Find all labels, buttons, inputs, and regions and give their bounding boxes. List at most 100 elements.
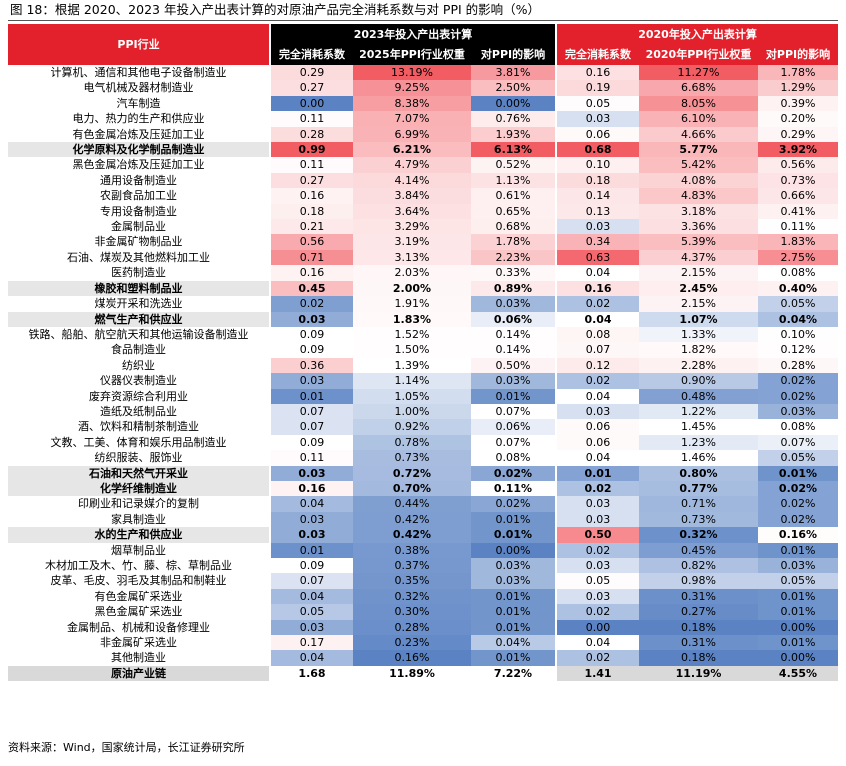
cell-impact-2023: 0.00% (471, 95, 557, 112)
cell-coef-2020: 0.06 (555, 419, 640, 435)
cell-coef-2023: 0.11 (269, 111, 353, 127)
cell-impact-2023: 1.13% (471, 172, 557, 189)
cell-coef-2023: 0.56 (269, 234, 353, 250)
cell-weight-2023: 3.64% (353, 203, 471, 220)
cell-weight-2023: 0.78% (353, 434, 471, 451)
cell-weight-2023: 0.92% (353, 419, 471, 435)
table-row: 非金属矿采选业 0.17 0.23% 0.04% 0.04 0.31% 0.01% (8, 635, 839, 651)
cell-weight-2020: 1.23% (639, 434, 759, 451)
cell-impact-2020: 0.08% (758, 419, 839, 435)
cell-coef-2023: 0.03 (269, 527, 353, 543)
title-rule (8, 20, 838, 21)
cell-impact-2020: 0.04% (758, 311, 839, 327)
cell-weight-2023: 1.50% (353, 342, 471, 358)
industry-name: 石油、煤炭及其他燃料加工业 (67, 250, 210, 264)
cell-weight-2020: 6.68% (639, 80, 759, 96)
industry-name: 石油和天然气开采业 (8, 465, 270, 481)
cell-weight-2020: 1.46% (639, 450, 759, 466)
cell-coef-2020: 0.06 (555, 434, 640, 451)
cell-weight-2020: 0.80% (639, 465, 759, 481)
table-row: 非金属矿物制品业 0.56 3.19% 1.78% 0.34 5.39% 1.83% (8, 234, 839, 250)
industry-name: 水的生产和供应业 (8, 527, 270, 543)
industry-name: 专用设备制造业 (100, 204, 177, 218)
industry-name: 通用设备制造业 (100, 173, 177, 187)
cell-weight-2020: 0.73% (639, 511, 759, 528)
cell-impact-2020: 0.16% (758, 527, 839, 543)
header-row-label: PPI行业 (8, 24, 270, 65)
table-row: 黑色金属矿采选业 0.05 0.30% 0.01% 0.02 0.27% 0.01% (8, 604, 839, 620)
cell-weight-2020: 5.77% (639, 142, 759, 158)
cell-impact-2020: 0.01% (758, 604, 839, 620)
cell-impact-2020: 0.20% (758, 111, 839, 127)
industry-name: 文教、工美、体育和娱乐用品制造业 (50, 435, 227, 449)
cell-coef-2023: 0.71 (269, 249, 353, 266)
cell-coef-2023: 0.27 (269, 172, 353, 189)
cell-coef-2020: 0.04 (555, 635, 640, 651)
cell-coef-2020: 0.03 (555, 588, 640, 605)
cell-impact-2020: 3.92% (758, 142, 839, 158)
total-weight-2023: 11.89% (353, 665, 471, 682)
cell-weight-2020: 4.66% (639, 126, 759, 143)
industry-name: 化学原料及化学制品制造业 (8, 142, 270, 158)
cell-impact-2023: 0.00% (471, 542, 557, 558)
cell-coef-2020: 0.01 (555, 465, 640, 481)
cell-coef-2020: 0.00 (555, 619, 640, 636)
cell-coef-2023: 0.00 (269, 95, 353, 112)
industry-name: 非金属矿采选业 (100, 636, 177, 650)
cell-impact-2023: 0.01% (471, 619, 557, 636)
cell-impact-2023: 0.06% (471, 419, 557, 435)
cell-impact-2020: 0.73% (758, 172, 839, 189)
cell-coef-2020: 0.06 (555, 126, 640, 143)
cell-impact-2023: 0.52% (471, 157, 557, 173)
cell-impact-2020: 0.05% (758, 573, 839, 589)
table-row: 橡胶和塑料制品业 0.45 2.00% 0.89% 0.16 2.45% 0.40% (8, 280, 839, 297)
table-row: 废弃资源综合利用业 0.01 1.05% 0.01% 0.04 0.48% 0.02% (8, 388, 839, 404)
cell-impact-2023: 0.02% (471, 465, 557, 481)
total-coef-2020: 1.41 (555, 665, 640, 682)
cell-coef-2023: 0.21 (269, 219, 353, 235)
cell-impact-2023: 2.50% (471, 80, 557, 96)
cell-weight-2020: 0.98% (639, 573, 759, 589)
cell-weight-2020: 1.82% (639, 342, 759, 358)
cell-weight-2020: 1.22% (639, 403, 759, 420)
cell-weight-2023: 0.28% (353, 619, 471, 636)
cell-coef-2023: 0.16 (269, 265, 353, 281)
cell-coef-2020: 0.02 (555, 373, 640, 389)
cell-weight-2023: 0.42% (353, 527, 471, 543)
industry-name: 有色金属冶炼及压延加工业 (72, 127, 205, 141)
cell-coef-2020: 0.04 (555, 265, 640, 281)
industry-name: 黑色金属矿采选业 (94, 605, 183, 619)
table-row: 汽车制造 0.00 8.38% 0.00% 0.05 8.05% 0.39% (8, 95, 839, 112)
cell-coef-2020: 0.08 (555, 326, 640, 343)
cell-coef-2020: 0.19 (555, 80, 640, 96)
cell-weight-2023: 2.00% (353, 280, 471, 297)
cell-coef-2023: 0.07 (269, 403, 353, 420)
cell-impact-2023: 0.03% (471, 558, 557, 574)
table-row: 石油和天然气开采业 0.03 0.72% 0.02% 0.01 0.80% 0.01% (8, 465, 839, 481)
cell-impact-2020: 0.01% (758, 635, 839, 651)
cell-coef-2023: 0.03 (269, 311, 353, 327)
cell-weight-2023: 3.13% (353, 249, 471, 266)
cell-weight-2020: 0.77% (639, 480, 759, 497)
cell-coef-2020: 0.04 (555, 450, 640, 466)
industry-name: 金属制品、机械和设备修理业 (67, 620, 210, 634)
cell-coef-2023: 0.03 (269, 511, 353, 528)
industry-name: 废弃资源综合利用业 (89, 389, 188, 403)
table-row: 印刷业和记录媒介的复制 0.04 0.44% 0.02% 0.03 0.71% 0.02% (8, 496, 839, 512)
cell-weight-2020: 0.45% (639, 542, 759, 558)
cell-coef-2023: 0.16 (269, 188, 353, 204)
cell-weight-2023: 0.35% (353, 573, 471, 589)
cell-coef-2020: 0.02 (555, 650, 640, 666)
cell-weight-2023: 8.38% (353, 95, 471, 112)
data-table: PPI行业 2023年投入产出表计算 2020年投入产出表计算 完全消耗系数 2… (8, 24, 839, 682)
header-col-weight-2020: 2020年PPI行业权重 (639, 44, 759, 65)
table-row: 皮革、毛皮、羽毛及其制品和制鞋业 0.07 0.35% 0.03% 0.05 0.98% 0… (8, 573, 839, 589)
table-row: 计算机、通信和其他电子设备制造业 0.29 13.19% 3.81% 0.16 11.27… (8, 65, 839, 81)
cell-weight-2023: 1.52% (353, 326, 471, 343)
cell-weight-2023: 2.03% (353, 265, 471, 281)
header-col-coef-2020: 完全消耗系数 (555, 44, 640, 65)
header-col-weight-2023: 2025年PPI行业权重 (353, 44, 471, 65)
cell-impact-2020: 0.05% (758, 450, 839, 466)
industry-name: 纺织业 (122, 358, 155, 372)
cell-coef-2020: 0.50 (555, 527, 640, 543)
